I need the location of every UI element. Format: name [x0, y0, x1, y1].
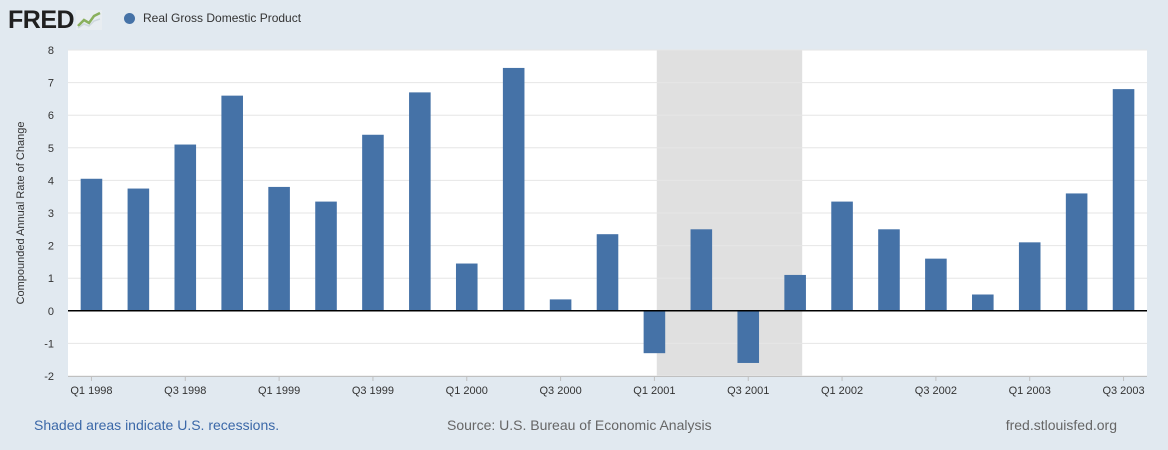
y-tick-label: -1 [44, 338, 54, 350]
legend-swatch [124, 12, 135, 24]
x-tick-label: Q1 1999 [258, 385, 300, 397]
bar [596, 234, 619, 311]
fred-site-link[interactable]: fred.stlouisfed.org [1005, 417, 1117, 433]
bar [690, 229, 713, 311]
y-tick-label: 7 [48, 78, 54, 90]
recession-note-link[interactable]: Shaded areas indicate U.S. recessions. [34, 417, 280, 433]
bar [1018, 242, 1041, 311]
bar [80, 178, 103, 311]
x-tick-label: Q3 2000 [539, 385, 581, 397]
x-tick-label: Q1 2002 [821, 385, 863, 397]
legend-label: Real Gross Domestic Product [143, 11, 302, 25]
legend[interactable]: Real Gross Domestic Product [124, 11, 301, 25]
bar [127, 188, 150, 311]
fred-logo-text: FRED [8, 5, 75, 34]
bar-layer [80, 67, 1135, 363]
y-tick-label: 6 [48, 110, 54, 122]
bar [315, 201, 337, 311]
bar [362, 134, 384, 311]
y-tick-label: 0 [48, 306, 54, 318]
bar [455, 263, 478, 311]
fred-logo[interactable]: FRED [8, 5, 103, 34]
bar [221, 95, 243, 311]
bar [831, 201, 853, 311]
bar [268, 186, 290, 311]
bar [784, 274, 806, 311]
y-tick-label: -2 [44, 371, 54, 383]
x-tick-label: Q1 2000 [446, 385, 488, 397]
x-tick-label: Q3 1998 [164, 385, 206, 397]
bar [549, 299, 572, 311]
y-tick-label: 2 [48, 241, 54, 253]
bar [502, 67, 525, 311]
y-tick-label: 3 [48, 208, 54, 220]
y-axis-title: Compounded Annual Rate of Change [15, 122, 27, 305]
bar [1112, 89, 1135, 311]
bar-chart: 8 7 6 5 4 3 2 1 0 -1 -2 Q1 1998 Q3 1998 Q1 1999 Q3 199… [15, 45, 1147, 397]
bar [972, 294, 994, 311]
bar [409, 92, 431, 311]
bar [643, 310, 666, 354]
y-tick-label: 5 [48, 143, 54, 155]
bar [174, 144, 197, 311]
y-tick-label: 4 [48, 175, 54, 187]
x-tick-label: Q1 2003 [1009, 385, 1051, 397]
bar [1065, 193, 1088, 311]
y-tick-label: 8 [48, 45, 54, 57]
x-tick-label: Q3 2001 [727, 385, 769, 397]
source-text: Source: U.S. Bureau of Economic Analysis [447, 417, 712, 433]
chart-header: FRED Real Gross Domestic Product [0, 0, 1168, 42]
axis-layer: 8 7 6 5 4 3 2 1 0 -1 -2 Q1 1998 Q3 1998 Q1 1999 Q3 199… [44, 45, 1147, 397]
x-tick-label: Q3 1999 [352, 385, 394, 397]
bar [737, 310, 760, 363]
x-tick-label: Q3 2003 [1102, 385, 1144, 397]
bar [925, 258, 947, 311]
line-graph-icon [76, 10, 103, 30]
x-tick-label: Q3 2002 [915, 385, 957, 397]
x-tick-label: Q1 2001 [633, 385, 675, 397]
y-tick-label: 1 [48, 273, 54, 285]
bar [878, 229, 900, 311]
x-tick-label: Q1 1998 [70, 385, 112, 397]
